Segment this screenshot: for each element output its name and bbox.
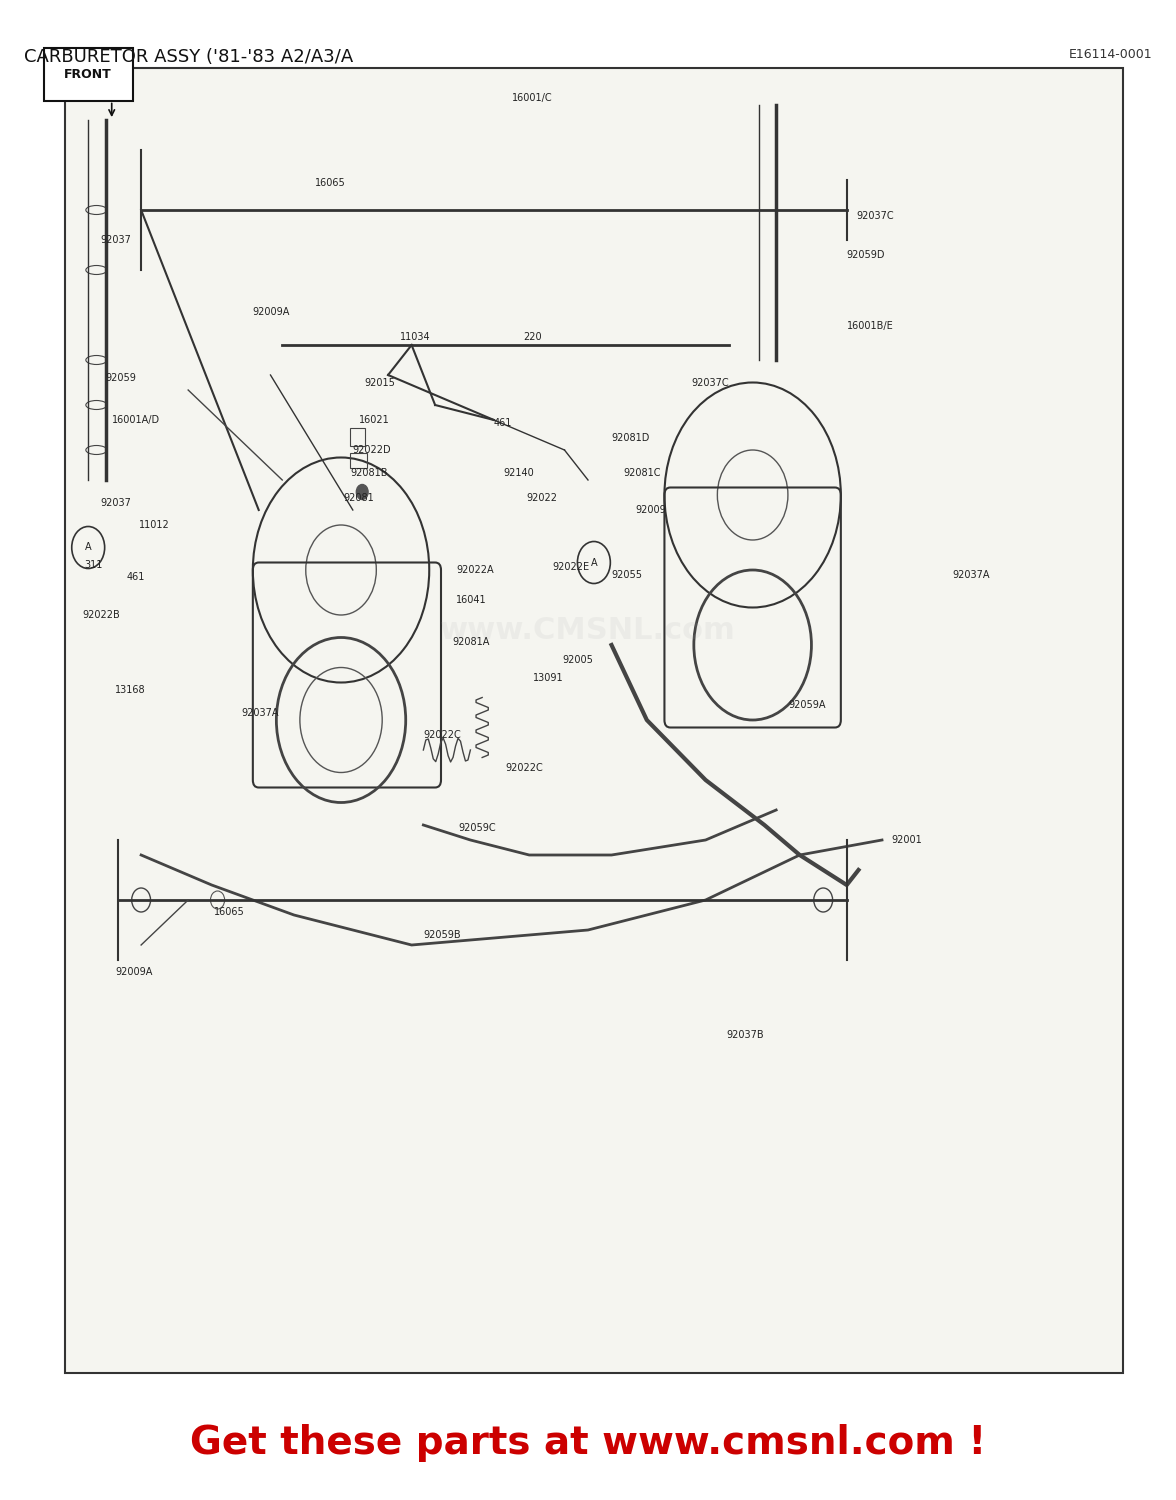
Text: www.CMSNL.com: www.CMSNL.com [440,615,736,645]
FancyBboxPatch shape [65,68,1123,1372]
Text: 92059B: 92059B [423,930,461,939]
Text: 92037C: 92037C [691,378,729,387]
Text: 92001: 92001 [891,836,922,844]
Text: 92081A: 92081A [453,638,490,646]
Text: 92009: 92009 [635,506,666,515]
Bar [350,453,367,468]
Text: 92037A: 92037A [953,570,990,579]
Text: 92037B: 92037B [727,1030,764,1039]
Text: 16065: 16065 [315,178,346,188]
Text: 92015: 92015 [365,378,395,387]
Text: 92037A: 92037A [241,708,279,717]
Text: 92037: 92037 [100,498,131,507]
Text: 92037C: 92037C [856,211,894,220]
Text: 92037: 92037 [100,236,131,244]
Text: 13168: 13168 [115,686,146,694]
Text: 16001B/E: 16001B/E [847,321,894,330]
Text: 16001A/D: 16001A/D [112,416,160,424]
Text: 92022: 92022 [527,494,557,502]
Text: 92059: 92059 [106,374,136,382]
Text: 92140: 92140 [503,468,534,477]
Text: 11012: 11012 [139,520,169,530]
Text: 92022B: 92022B [82,610,120,620]
Text: A: A [590,558,597,567]
Text: 461: 461 [127,573,146,582]
Text: 16021: 16021 [359,416,389,424]
Text: 92022E: 92022E [553,562,590,572]
FancyBboxPatch shape [44,48,133,100]
Text: Get these parts at www.cmsnl.com !: Get these parts at www.cmsnl.com ! [189,1424,987,1462]
Text: A: A [85,543,92,552]
Text: E16114-0001: E16114-0001 [1069,48,1152,62]
Text: 461: 461 [494,419,513,428]
Text: 92009A: 92009A [253,308,290,316]
Text: 16041: 16041 [456,596,487,604]
Text: CARBURETOR ASSY ('81-'83 A2/A3/A: CARBURETOR ASSY ('81-'83 A2/A3/A [24,48,353,66]
Text: 16001/C: 16001/C [512,93,553,102]
Text: 92005: 92005 [562,656,593,664]
Text: 220: 220 [523,333,542,342]
Bar [350,427,365,445]
Text: 92081: 92081 [343,494,374,502]
Text: 92009A: 92009A [115,968,153,976]
Text: 92081B: 92081B [350,468,388,477]
Text: 92022A: 92022A [456,566,494,574]
Text: 311: 311 [85,561,103,570]
Text: 92055: 92055 [612,570,642,579]
Text: 11034: 11034 [400,333,430,342]
Text: FRONT: FRONT [65,69,112,81]
Text: 92081D: 92081D [612,433,650,442]
Text: 92059C: 92059C [459,824,496,833]
Text: 92059D: 92059D [847,251,886,260]
Text: 92022D: 92022D [353,446,392,454]
Text: 16065: 16065 [214,908,245,916]
Text: 92022C: 92022C [506,764,543,772]
Circle shape [356,484,368,500]
Text: 92081C: 92081C [623,468,661,477]
Text: 92059A: 92059A [788,700,826,709]
Text: 92022C: 92022C [423,730,461,740]
Text: 13091: 13091 [533,674,563,682]
